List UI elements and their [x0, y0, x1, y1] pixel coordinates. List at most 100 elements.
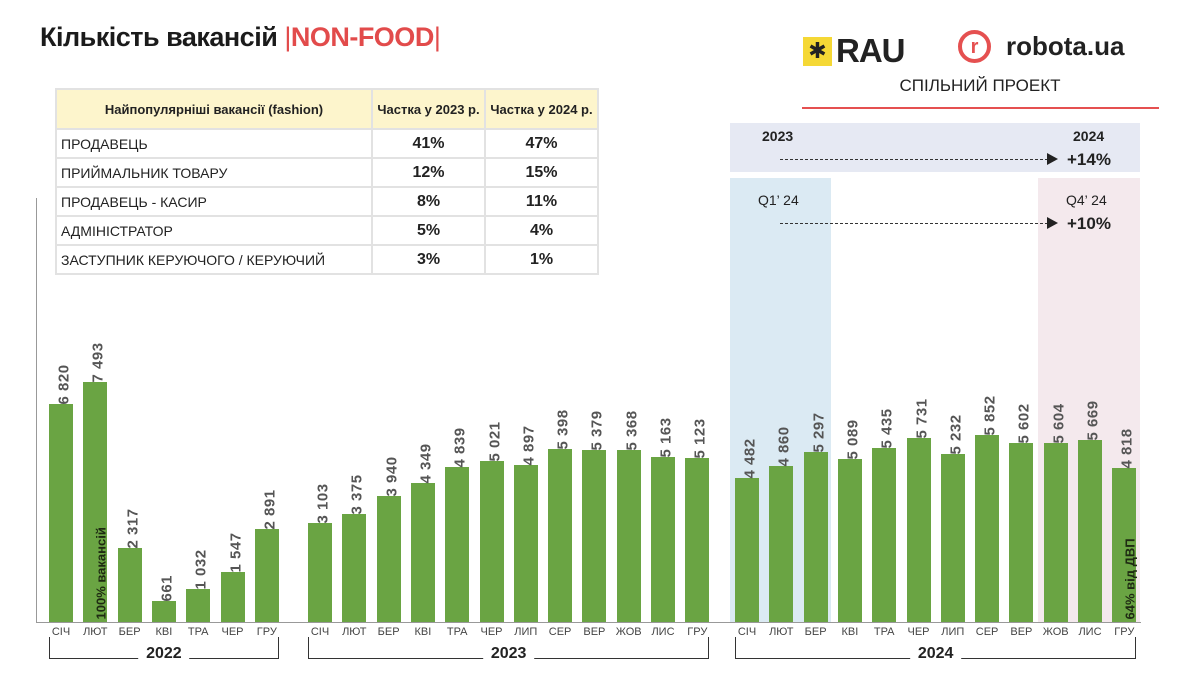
year-label: 2023 — [482, 645, 535, 663]
bar-value-label: 3 103 — [314, 483, 332, 524]
bar — [1078, 440, 1102, 622]
year-to-label: 2024 — [1073, 128, 1105, 144]
month-label: ЧЕР — [221, 626, 244, 638]
month-label: БЕР — [377, 626, 400, 638]
bar-value-label: 4 839 — [451, 427, 469, 468]
month-label: ЖОВ — [1042, 626, 1069, 638]
bar-value-label: 4 482 — [741, 438, 759, 479]
month-label: ЖОВ — [615, 626, 642, 638]
year-comparison-band — [730, 123, 1140, 172]
bar-value-label: 5 232 — [947, 414, 965, 455]
share-2023: 8% — [371, 186, 486, 217]
header-share-2023: Частка у 2023 р. — [371, 88, 486, 130]
bar — [975, 434, 1000, 622]
bar-annotation-64pct: 64% від ДВП — [1122, 538, 1138, 620]
month-label: ВЕР — [583, 626, 606, 638]
month-label: БЕР — [118, 626, 141, 638]
bar-value-label: 5 731 — [913, 398, 930, 439]
bar-value-label: 1 547 — [227, 532, 244, 573]
page-title: Кількість вакансій |NON-FOOD| — [40, 22, 441, 53]
bar — [220, 572, 245, 622]
month-label: ГРУ — [256, 626, 277, 638]
vacancy-name: ПРИЙМАЛЬНИК ТОВАРУ — [55, 157, 373, 188]
bar — [83, 382, 108, 622]
bar — [445, 467, 470, 622]
table-row: ПРОДАВЕЦЬ 41% 47% — [55, 128, 599, 159]
year-label: 2024 — [909, 645, 962, 663]
bar-annotation-100pct: 100% вакансій — [93, 527, 109, 620]
bar — [548, 449, 573, 622]
bar — [308, 522, 332, 622]
bar-value-label: 5 368 — [623, 410, 641, 451]
arrow-right-icon — [1047, 153, 1058, 165]
bar-value-label: 2 317 — [124, 508, 142, 549]
bar — [1009, 442, 1034, 622]
table-row: АДМІНІСТРАТОР 5% 4% — [55, 215, 599, 246]
vacancy-name: ЗАСТУПНИК КЕРУЮЧОГО / КЕРУЮЧИЙ — [55, 244, 373, 275]
robota-r-icon: r — [958, 30, 991, 63]
month-label: СЕР — [975, 626, 999, 638]
bar — [117, 547, 142, 622]
month-label: ТРА — [873, 626, 895, 638]
bar-value-label: 5 379 — [588, 410, 606, 451]
bar — [582, 449, 607, 622]
table-row: ПРИЙМАЛЬНИК ТОВАРУ 12% 15% — [55, 157, 599, 188]
month-label: ГРУ — [687, 626, 708, 638]
bar — [49, 403, 73, 622]
bar-value-label: 4 349 — [417, 443, 435, 484]
bar — [479, 461, 504, 622]
table-row: ЗАСТУПНИК КЕРУЮЧОГО / КЕРУЮЧИЙ 3% 1% — [55, 244, 599, 275]
bar-value-label: 661 — [158, 574, 176, 602]
quarter-change: +10% — [1067, 214, 1111, 233]
share-2024: 47% — [484, 128, 599, 159]
bar-value-label: 5 852 — [981, 395, 999, 436]
vacancy-name: ПРОДАВЕЦЬ — [55, 128, 373, 159]
month-label: ТРА — [187, 626, 209, 638]
vacancy-name: АДМІНІСТРАТОР — [55, 215, 373, 246]
year-label: 2022 — [138, 645, 190, 663]
bar — [685, 457, 710, 622]
month-label: КВІ — [841, 626, 859, 638]
bar — [1043, 442, 1068, 622]
bar-value-label: 5 604 — [1050, 402, 1068, 443]
bar-value-label: 5 602 — [1015, 403, 1033, 444]
month-label: ЛИП — [514, 626, 538, 638]
robota-logo-text: robota.ua — [1006, 31, 1125, 61]
month-label: ЛИС — [651, 626, 675, 638]
bar — [410, 482, 435, 622]
share-2023: 12% — [371, 157, 486, 188]
bar-value-label: 5 669 — [1084, 400, 1102, 441]
bar — [735, 478, 759, 622]
year-from-label: 2023 — [762, 128, 794, 144]
rau-logo: ✱ RAU — [803, 32, 905, 70]
header-vacancy: Найпопулярніші вакансії (fashion) — [55, 88, 373, 130]
bar-value-label: 3 940 — [383, 456, 401, 497]
header-share-2024: Частка у 2024 р. — [484, 88, 599, 130]
bar-value-label: 6 820 — [55, 364, 73, 405]
bar-value-label: 5 398 — [554, 409, 572, 450]
bar-value-label: 5 435 — [878, 408, 896, 449]
bar — [616, 450, 641, 622]
month-label: КВІ — [155, 626, 173, 638]
bar-value-label: 3 375 — [348, 474, 366, 515]
top-vacancies-table: Найпопулярніші вакансії (fashion) Частка… — [55, 88, 599, 275]
bar-value-label: 4 860 — [775, 426, 793, 467]
bar-value-label: 4 897 — [520, 425, 538, 466]
rau-star-icon: ✱ — [803, 36, 832, 66]
bar — [769, 466, 794, 622]
bar — [151, 600, 176, 622]
month-label: ЛЮТ — [83, 626, 108, 638]
month-label: СІЧ — [51, 626, 71, 638]
month-label: КВІ — [414, 626, 432, 638]
share-2024: 15% — [484, 157, 599, 188]
bar — [342, 513, 367, 622]
month-label: ЛИС — [1078, 626, 1102, 638]
month-label: БЕР — [804, 626, 827, 638]
bar-value-label: 5 163 — [657, 417, 675, 458]
title-subtitle: NON-FOOD — [290, 22, 434, 52]
month-label: ЧЕР — [907, 626, 930, 638]
bar — [651, 456, 675, 622]
month-label: ЧЕР — [480, 626, 503, 638]
title-separator: | — [433, 22, 441, 52]
month-label: СІЧ — [310, 626, 330, 638]
